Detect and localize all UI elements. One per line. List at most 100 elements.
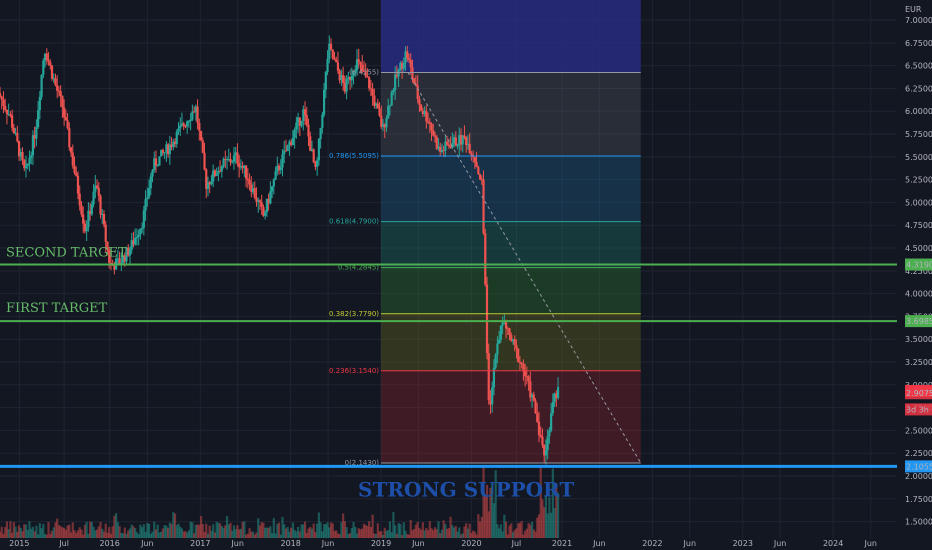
volume-bar — [193, 533, 196, 538]
current-price-label: 3d 3h — [906, 405, 929, 414]
volume-bar — [135, 532, 139, 538]
current-price-tag — [905, 403, 932, 416]
volume-bar — [296, 526, 300, 538]
fib-level-label: 0(2.1430) — [345, 459, 380, 467]
volume-bar — [501, 531, 504, 538]
volume-bar — [420, 529, 423, 538]
candle-body — [224, 158, 227, 160]
candle-body — [139, 228, 142, 235]
volume-bar — [543, 507, 546, 538]
volume-bar — [504, 521, 508, 538]
volume-bar — [75, 532, 78, 538]
volume-bar — [175, 525, 178, 538]
candle-body — [394, 74, 397, 91]
candle-body — [141, 227, 144, 229]
candle-body — [158, 156, 161, 166]
candle-body — [2, 99, 5, 106]
candle-body — [366, 76, 369, 78]
volume-bar — [458, 527, 461, 538]
volume-bar — [530, 521, 534, 538]
candle-body — [511, 339, 515, 341]
time-tick-label: 2020 — [461, 539, 481, 548]
candle-body — [76, 175, 80, 194]
candle-body — [137, 234, 140, 238]
volume-bar — [541, 499, 544, 538]
candle-body — [267, 198, 270, 204]
volume-bar — [433, 527, 437, 538]
volume-bar — [134, 528, 137, 538]
price-tick-label: 4.5000 — [905, 244, 932, 253]
candle-body — [121, 255, 125, 263]
candle-body — [232, 155, 236, 162]
candle-body — [177, 128, 180, 132]
candle-body — [241, 166, 244, 169]
fib-zone — [381, 0, 641, 73]
candle-body — [381, 123, 385, 127]
volume-bar — [381, 534, 385, 538]
volume-bar — [362, 523, 366, 538]
candle-body — [428, 122, 431, 124]
volume-bar — [217, 522, 220, 538]
candle-body — [374, 103, 378, 106]
candle-body — [506, 328, 509, 330]
candle-body — [135, 237, 139, 239]
candle-body — [331, 49, 334, 59]
volume-bar — [189, 521, 192, 538]
candle-body — [350, 75, 353, 81]
volume-bar — [234, 529, 237, 538]
candle-body — [225, 159, 229, 161]
volume-bar — [343, 521, 346, 538]
volume-bar — [203, 532, 206, 538]
volume-bar — [246, 533, 249, 538]
volume-bar — [165, 525, 168, 538]
volume-bar — [340, 522, 343, 538]
candle-body — [97, 187, 100, 196]
volume-bar — [127, 530, 130, 538]
volume-bar — [352, 521, 355, 538]
volume-bar — [369, 526, 372, 538]
volume-bar — [470, 532, 473, 538]
candle-body — [47, 60, 50, 62]
volume-bar — [255, 532, 258, 538]
volume-bar — [227, 524, 230, 538]
volume-bar — [265, 527, 268, 538]
price-tick-label: 2.0000 — [905, 472, 932, 481]
volume-bar — [491, 482, 494, 538]
candle-body — [402, 62, 405, 69]
volume-bar — [350, 528, 353, 538]
volume-bar — [167, 527, 170, 538]
candle-body — [345, 78, 348, 92]
candle-body — [161, 149, 165, 153]
volume-bar — [409, 519, 412, 538]
candle-body — [373, 95, 376, 106]
fib-level-label: (6.4255) — [349, 68, 379, 76]
candle-body — [194, 106, 197, 113]
volume-bar — [368, 521, 371, 538]
volume-bar — [404, 530, 407, 538]
candle-body — [546, 436, 549, 451]
volume-bar — [42, 523, 45, 538]
volume-bar — [219, 523, 222, 538]
volume-bar — [182, 531, 185, 538]
candle-body — [513, 339, 516, 345]
price-tick-label: 3.5000 — [905, 335, 932, 344]
volume-bar — [19, 528, 22, 538]
volume-bar — [310, 528, 314, 538]
candle-body — [59, 91, 62, 97]
candle-body — [335, 59, 338, 63]
volume-bar — [281, 516, 284, 538]
volume-bar — [319, 522, 322, 538]
time-tick-label: Jun — [230, 539, 244, 548]
candle-body — [550, 413, 553, 431]
candle-body — [347, 76, 350, 79]
volume-bar — [184, 531, 187, 538]
volume-bar — [508, 525, 511, 538]
price-tick-label: 6.5000 — [905, 62, 932, 71]
volume-bar — [515, 528, 518, 538]
candle-body — [371, 88, 374, 96]
volume-bar — [418, 527, 421, 538]
candle-body — [522, 363, 525, 371]
candle-body — [454, 137, 457, 146]
volume-bar — [186, 532, 189, 538]
candle-body — [418, 99, 421, 105]
